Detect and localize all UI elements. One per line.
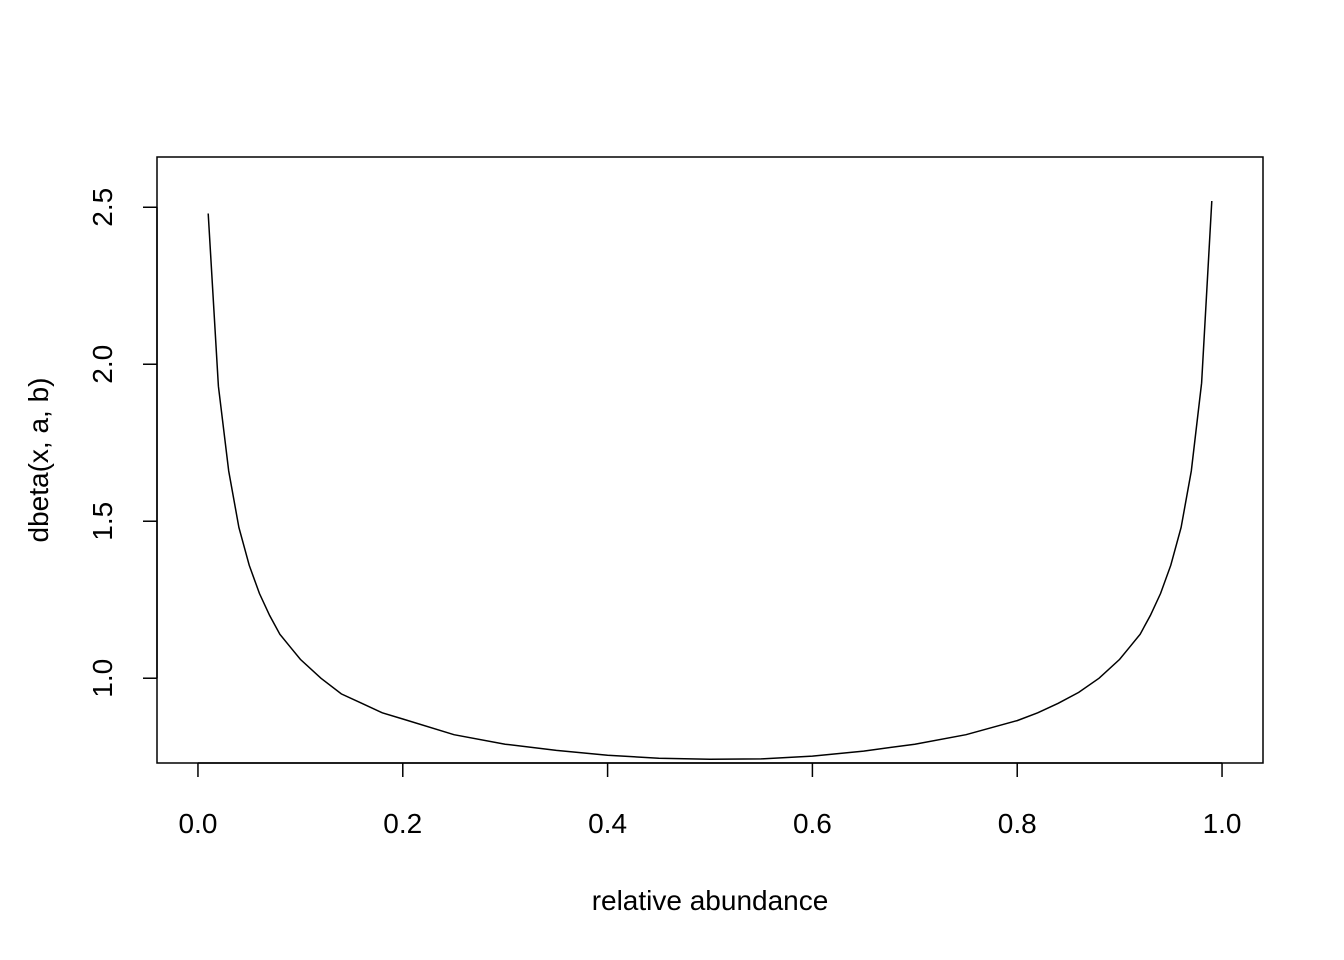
x-tick-label: 0.6 <box>793 808 832 839</box>
x-tick-label: 0.0 <box>178 808 217 839</box>
x-tick-label: 0.8 <box>998 808 1037 839</box>
plot-frame <box>156 156 1264 764</box>
x-tick-label: 0.4 <box>588 808 627 839</box>
y-tick-label: 1.0 <box>87 659 118 698</box>
y-axis-label: dbeta(x, a, b) <box>23 378 54 543</box>
series-line <box>207 200 1213 760</box>
y-tick-label: 2.0 <box>87 345 118 384</box>
x-axis: 0.0 0.2 0.4 0.6 0.8 1.0 <box>178 762 1242 839</box>
x-tick-label: 1.0 <box>1203 808 1242 839</box>
x-axis-label: relative abundance <box>592 885 829 916</box>
y-tick-label: 1.5 <box>87 502 118 541</box>
y-axis: 1.0 1.5 2.0 2.5 <box>87 188 158 698</box>
y-tick-label: 2.5 <box>87 188 118 227</box>
x-tick-label: 0.2 <box>383 808 422 839</box>
